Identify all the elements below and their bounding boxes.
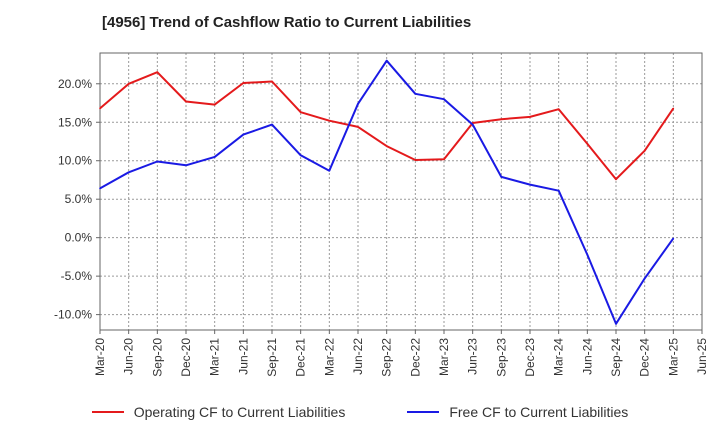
data-point [615, 178, 617, 180]
legend-label-operating-cf: Operating CF to Current Liabilities [133, 404, 346, 420]
data-point [242, 82, 245, 84]
data-point [185, 164, 187, 167]
data-point [127, 82, 130, 85]
x-tick-label: Jun-23 [466, 338, 480, 375]
data-point [672, 237, 675, 240]
legend-item-free-cf: Free CF to Current Liabilities [407, 404, 628, 420]
data-point [271, 80, 273, 83]
legend: Operating CF to Current Liabilities Free… [0, 404, 720, 420]
data-point [443, 98, 445, 100]
data-point [586, 142, 589, 145]
x-tick-label: Mar-25 [666, 338, 680, 376]
x-tick-label: Jun-24 [580, 338, 594, 375]
data-point [529, 183, 531, 186]
x-tick-label: Dec-22 [408, 338, 422, 377]
legend-swatch-operating-cf [91, 411, 124, 413]
data-point [557, 189, 560, 192]
data-point [529, 116, 531, 118]
x-tick-label: Jun-20 [122, 338, 136, 375]
data-point [127, 171, 130, 174]
data-point [557, 108, 560, 110]
data-point [328, 169, 331, 172]
x-tick-label: Mar-21 [208, 338, 222, 376]
data-point [414, 159, 417, 161]
data-point [156, 160, 159, 163]
data-point [271, 123, 273, 126]
data-point [99, 107, 101, 110]
legend-swatch-free-cf [407, 411, 440, 413]
data-point [586, 253, 589, 256]
data-point [643, 149, 646, 152]
data-point [500, 118, 503, 120]
y-tick-label: 20.0% [58, 77, 92, 91]
y-axis: -10.0% -5.0% 0.0% 5.0% 10.0% 15.0% 20.0% [54, 77, 100, 322]
data-point [414, 92, 417, 95]
x-tick-label: Dec-20 [179, 338, 193, 377]
x-tick-label: Mar-22 [322, 338, 336, 376]
grid [100, 53, 702, 330]
data-point [443, 158, 445, 160]
y-tick-label: -5.0% [61, 269, 93, 283]
data-point [299, 111, 302, 114]
data-point [357, 102, 359, 105]
data-point [500, 176, 503, 178]
data-point [328, 119, 331, 122]
x-tick-label: Dec-21 [294, 338, 308, 377]
x-tick-label: Sep-24 [609, 338, 623, 377]
y-tick-label: 5.0% [65, 192, 93, 206]
x-tick-label: Dec-24 [638, 338, 652, 377]
x-tick-label: Dec-23 [523, 338, 537, 377]
x-tick-label: Jun-22 [351, 338, 365, 375]
data-point [242, 133, 245, 136]
series-lines [99, 59, 675, 325]
data-point [471, 123, 474, 126]
x-tick-label: Mar-24 [552, 338, 566, 376]
x-tick-label: Sep-20 [150, 338, 164, 377]
y-tick-label: -10.0% [54, 308, 92, 322]
plot-frame [99, 52, 703, 331]
data-point [672, 107, 675, 110]
y-tick-label: 15.0% [58, 115, 92, 129]
chart-title: [4956] Trend of Cashflow Ratio to Curren… [102, 14, 472, 31]
y-tick-label: 10.0% [58, 154, 92, 168]
x-tick-label: Sep-23 [494, 338, 508, 377]
data-point [357, 126, 359, 128]
data-point [213, 103, 216, 106]
data-point [385, 59, 388, 62]
data-point [643, 277, 646, 280]
data-point [213, 156, 216, 158]
data-point [299, 154, 302, 157]
x-tick-label: Mar-20 [93, 338, 107, 376]
x-tick-label: Sep-22 [380, 338, 394, 377]
data-point [99, 187, 101, 190]
legend-item-operating-cf: Operating CF to Current Liabilities [91, 404, 346, 420]
x-tick-label: Jun-21 [236, 338, 250, 375]
legend-label-free-cf: Free CF to Current Liabilities [449, 404, 629, 420]
x-tick-label: Sep-21 [265, 338, 279, 377]
data-point [385, 145, 388, 147]
x-axis: Mar-20 Jun-20 Sep-20 Dec-20 Mar-21 Jun-21 Sep-… [93, 330, 709, 377]
y-tick-label: 0.0% [65, 231, 93, 245]
data-point [156, 71, 159, 74]
x-tick-label: Mar-23 [437, 338, 451, 376]
x-tick-label: Jun-25 [695, 338, 709, 375]
data-point [615, 323, 617, 325]
data-point [185, 100, 187, 103]
